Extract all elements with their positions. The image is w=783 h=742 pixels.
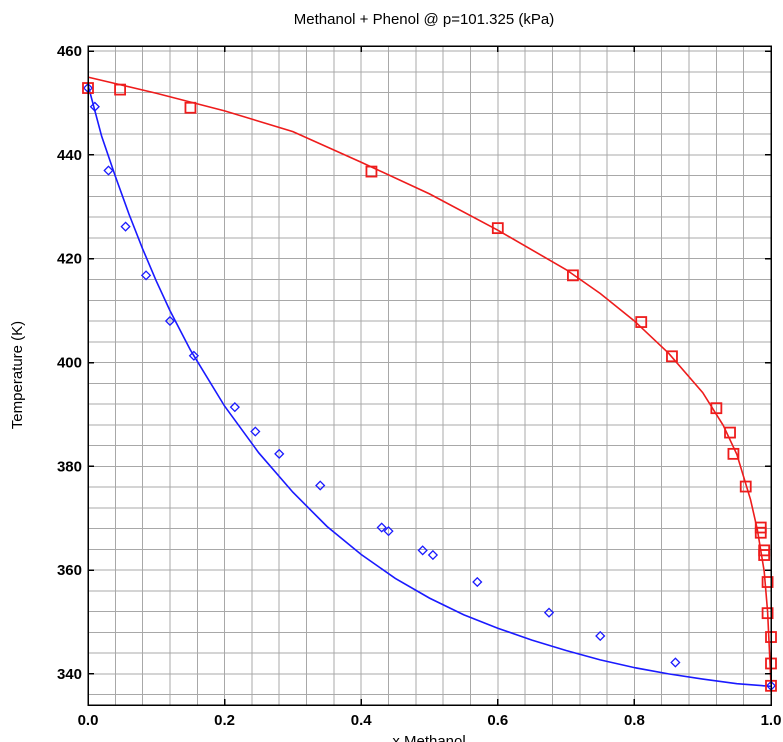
- x-tick-label: 0.4: [351, 712, 373, 729]
- vapor-data-point: [567, 269, 579, 282]
- y-tick-label: 420: [57, 251, 82, 268]
- liquid-data-point: [376, 522, 387, 533]
- liquid-fit-curve: [87, 84, 772, 688]
- liquid-data-point: [250, 426, 261, 437]
- liquid-data-point: [140, 270, 152, 281]
- liquid-data-point: [417, 545, 428, 556]
- x-tick-label: 0.8: [624, 712, 645, 729]
- vapor-data-point: [666, 350, 678, 363]
- y-axis-title: Temperature (K): [9, 321, 26, 429]
- vapor-data-point: [635, 316, 648, 328]
- liquid-data-point: [229, 402, 240, 413]
- liquid-data-point: [543, 607, 555, 618]
- y-tick-label: 360: [57, 562, 82, 579]
- liquid-data-point: [89, 101, 100, 112]
- y-tick-label: 400: [57, 355, 82, 372]
- vapor-data-point: [754, 526, 767, 539]
- liquid-data-point: [472, 576, 483, 588]
- vapor-data-point: [114, 83, 127, 96]
- x-tick-label: 0.2: [214, 712, 235, 729]
- vapor-data-point: [727, 447, 740, 460]
- liquid-data-point: [383, 526, 394, 537]
- fit-curves: [87, 76, 772, 688]
- chart-title: Methanol + Phenol @ p=101.325 (kPa): [294, 11, 554, 28]
- liquid-data-point: [315, 480, 326, 491]
- vapor-data-point: [724, 426, 736, 439]
- vapor-data-point: [365, 165, 378, 178]
- liquid-data-point: [103, 165, 114, 176]
- vapor-fit-curve: [87, 76, 772, 685]
- plot-area: [87, 45, 772, 706]
- liquid-data-point: [274, 448, 285, 459]
- y-tick-label: 380: [57, 458, 82, 475]
- axis-ticks: 0.0 0.2 0.4 0.6 0.8 1.0 340 360 380 400 420 440 460: [57, 43, 781, 729]
- x-tick-label: 1.0: [761, 712, 782, 729]
- vapor-data-point: [739, 480, 752, 493]
- vapor-data-point: [184, 101, 197, 114]
- x-tick-label: 0.0: [78, 712, 99, 729]
- grid: [88, 46, 771, 705]
- x-tick-label: 0.6: [487, 712, 508, 729]
- y-tick-label: 440: [57, 147, 82, 164]
- vapor-data-point: [710, 402, 723, 415]
- liquid-data-point: [670, 657, 681, 668]
- vapor-data-point: [491, 222, 504, 235]
- liquid-data-point: [595, 630, 606, 642]
- vapor-data-point: [758, 549, 771, 561]
- vapor-data-point: [761, 607, 774, 620]
- liquid-data-point: [427, 549, 439, 561]
- y-tick-label: 460: [57, 43, 82, 60]
- liquid-data-point: [188, 350, 199, 361]
- x-axis-title: x Methanol: [392, 733, 465, 742]
- y-tick-label: 340: [57, 666, 82, 683]
- plot-border: [87, 45, 772, 706]
- liquid-data-point: [120, 221, 131, 232]
- liquid-data-point: [164, 315, 176, 327]
- vapor-data-point: [761, 576, 774, 588]
